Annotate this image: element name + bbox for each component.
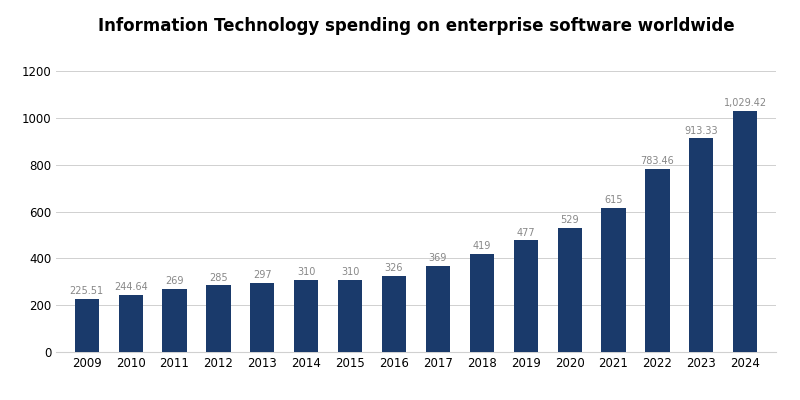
Bar — [426, 266, 450, 352]
Bar — [514, 240, 538, 352]
Text: 1,029.42: 1,029.42 — [724, 98, 767, 108]
Bar — [646, 169, 670, 352]
Text: 244.64: 244.64 — [114, 282, 147, 292]
Bar — [382, 276, 406, 352]
Bar — [118, 295, 142, 352]
Bar — [206, 285, 230, 352]
Bar — [690, 138, 714, 352]
Title: Information Technology spending on enterprise software worldwide: Information Technology spending on enter… — [98, 17, 734, 35]
Text: 477: 477 — [517, 228, 535, 238]
Bar — [74, 299, 99, 352]
Text: 419: 419 — [473, 241, 491, 251]
Bar — [250, 282, 274, 352]
Text: 326: 326 — [385, 263, 403, 273]
Text: 225.51: 225.51 — [70, 286, 104, 296]
Bar — [470, 254, 494, 352]
Bar — [338, 280, 362, 352]
Bar — [162, 289, 186, 352]
Text: 310: 310 — [297, 267, 315, 277]
Text: 529: 529 — [560, 216, 579, 226]
Text: 615: 615 — [604, 195, 623, 205]
Text: 913.33: 913.33 — [685, 126, 718, 136]
Bar — [602, 208, 626, 352]
Text: 369: 369 — [429, 253, 447, 263]
Text: 269: 269 — [166, 276, 184, 286]
Text: 285: 285 — [209, 272, 228, 282]
Bar — [558, 228, 582, 352]
Text: 310: 310 — [341, 267, 359, 277]
Text: 297: 297 — [253, 270, 272, 280]
Bar — [294, 280, 318, 352]
Bar — [733, 111, 758, 352]
Text: 783.46: 783.46 — [641, 156, 674, 166]
